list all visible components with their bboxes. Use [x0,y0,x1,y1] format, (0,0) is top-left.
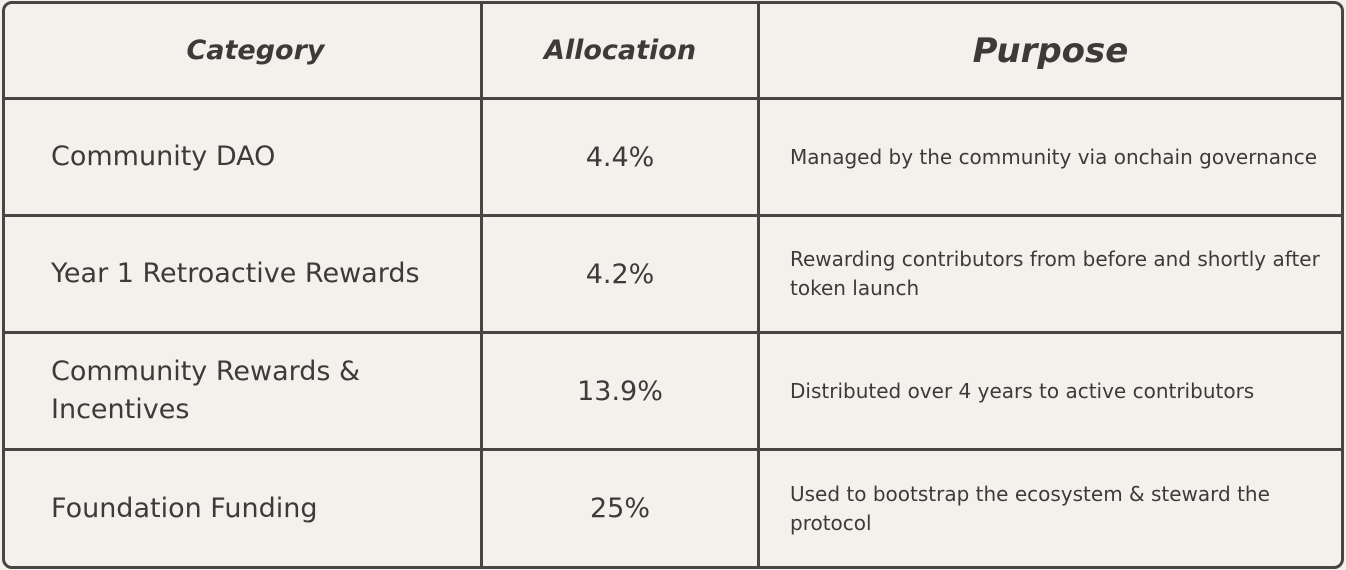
allocation-cell: 25% [483,451,760,566]
category-cell: Community Rewards & Incentives [5,334,483,451]
category-cell: Foundation Funding [5,451,483,566]
purpose-cell: Rewarding contributors from before and s… [760,217,1341,334]
purpose-cell: Used to bootstrap the ecosystem & stewar… [790,481,1270,535]
column-header: Purpose [760,4,1341,100]
category-cell: Year 1 Retroactive Rewards [5,217,483,334]
purpose-cell: Distributed over 4 years to active contr… [760,334,1341,451]
purpose-cell: Managed by the community via onchain gov… [760,100,1341,217]
allocation-cell: 4.2% [483,217,760,334]
allocation-cell: 13.9% [483,334,760,451]
allocation-cell: 4.4% [483,100,760,217]
column-header: Allocation [483,4,760,100]
category-cell: Community DAO [5,100,483,217]
column-header: Category [5,4,483,100]
